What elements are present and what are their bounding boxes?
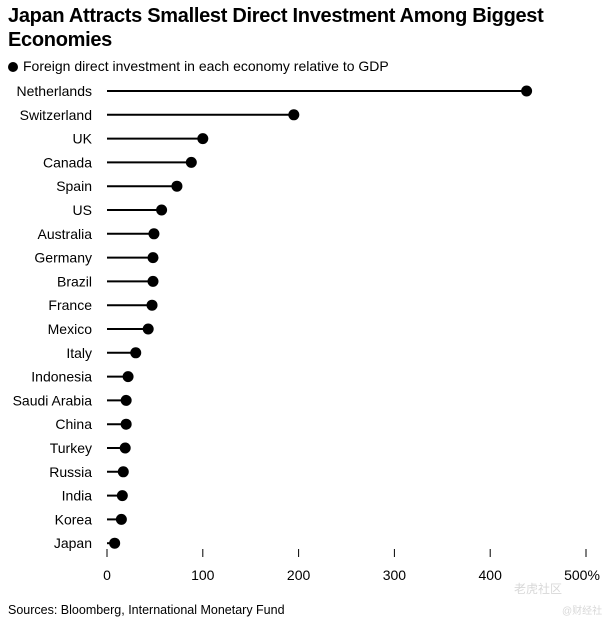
x-tick-label: 500% <box>564 567 600 583</box>
lollipop-point <box>171 180 183 192</box>
x-tick-label: 400 <box>479 567 503 583</box>
category-label: Turkey <box>50 440 92 456</box>
x-tick-label: 200 <box>287 567 311 583</box>
x-tick-label: 300 <box>383 567 407 583</box>
watermark-sub: @财经社 <box>562 606 603 617</box>
lollipop-point <box>146 299 158 311</box>
lollipop-point <box>197 133 209 145</box>
category-label: Australia <box>38 226 93 242</box>
legend-label: Foreign direct investment in each econom… <box>23 58 389 74</box>
x-tick-label: 100 <box>191 567 215 583</box>
legend: Foreign direct investment in each econom… <box>8 58 389 74</box>
lollipop-point <box>115 513 127 525</box>
lollipop-point <box>156 204 168 216</box>
lollipop-point <box>147 275 159 287</box>
category-label: Mexico <box>48 321 93 337</box>
lollipop-point <box>122 371 134 383</box>
watermark: 老虎社区 <box>514 582 563 596</box>
lollipop-point <box>117 466 129 478</box>
category-label: Japan <box>54 535 92 551</box>
lollipop-point <box>130 347 142 359</box>
category-label: US <box>73 202 92 218</box>
category-label: Italy <box>66 345 92 361</box>
legend-marker <box>8 62 18 72</box>
lollipop-point <box>288 109 300 121</box>
lollipop-point <box>109 537 121 549</box>
lollipop-point <box>116 490 128 502</box>
category-label: Netherlands <box>17 83 93 99</box>
x-tick-label: 0 <box>103 567 111 583</box>
category-label: Korea <box>55 511 93 527</box>
lollipop-point <box>521 85 533 97</box>
category-label: Russia <box>49 464 92 480</box>
category-label: Saudi Arabia <box>13 392 93 408</box>
lollipop-point <box>142 323 154 335</box>
category-label: Brazil <box>57 273 92 289</box>
lollipop-point <box>120 418 132 430</box>
category-label: India <box>62 488 93 504</box>
lollipop-point <box>148 228 160 240</box>
category-label: Switzerland <box>20 107 92 123</box>
category-label: Indonesia <box>31 369 92 385</box>
chart-title: Japan Attracts Smallest Direct Investmen… <box>8 5 544 51</box>
category-label: Canada <box>43 154 92 170</box>
category-label: France <box>48 297 92 313</box>
lollipop-point <box>119 442 131 454</box>
lollipop-point <box>147 252 159 264</box>
lollipop-point <box>120 394 132 406</box>
category-label: China <box>55 416 92 432</box>
category-label: UK <box>73 131 93 147</box>
category-label: Spain <box>56 178 92 194</box>
lollipop-point <box>185 156 197 168</box>
source-note: Sources: Bloomberg, International Moneta… <box>8 603 285 617</box>
category-label: Germany <box>34 250 92 266</box>
